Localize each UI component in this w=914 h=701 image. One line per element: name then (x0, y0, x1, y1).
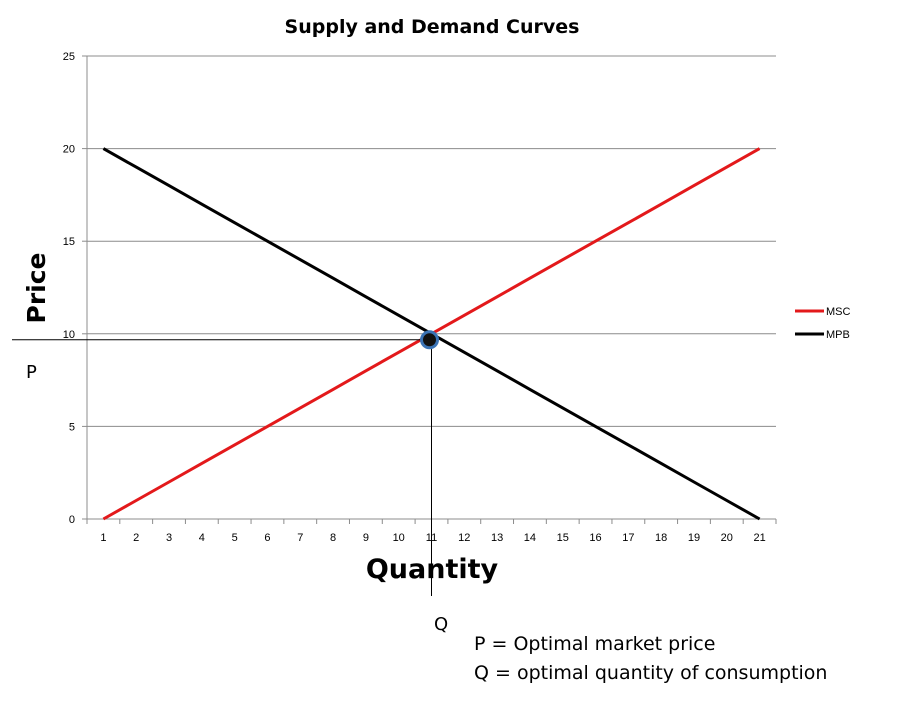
x-tick-label: 4 (199, 532, 205, 544)
chart-title: Supply and Demand Curves (285, 16, 580, 38)
y-tick-label: 20 (63, 144, 75, 156)
x-tick-label: 12 (458, 532, 470, 544)
q-note: Q = optimal quantity of consumption (474, 662, 827, 684)
x-tick-label: 21 (753, 532, 765, 544)
x-axis-label: Quantity (366, 554, 499, 585)
x-tick-label: 3 (166, 532, 172, 544)
x-tick-label: 10 (393, 532, 405, 544)
legend-label-msc: MSC (826, 306, 851, 318)
p-note: P = Optimal market price (474, 633, 715, 655)
x-tick-label: 20 (721, 532, 733, 544)
y-tick-label: 0 (69, 514, 75, 526)
y-tick-label: 25 (63, 51, 75, 63)
grid-lines (87, 55, 776, 427)
legend-label-mpb: MPB (826, 329, 850, 341)
x-tick-labels: 1 2 3 4 5 6 7 8 9 10 11 12 13 14 15 16 17 18 19 20 21 (100, 532, 765, 544)
y-axis-label: Price (22, 253, 51, 324)
q-label: Q (434, 614, 448, 635)
x-tick-label: 15 (557, 532, 569, 544)
axes (82, 55, 777, 524)
y-tick-label: 10 (63, 329, 75, 341)
x-tick-label: 16 (589, 532, 601, 544)
y-tick-labels: 0 5 10 15 20 25 (63, 51, 75, 526)
x-tick-label: 18 (655, 532, 667, 544)
x-tick-label: 2 (133, 532, 139, 544)
y-tick-label: 5 (69, 421, 75, 433)
x-tick-label: 13 (491, 532, 503, 544)
x-tick-label: 14 (524, 532, 536, 544)
x-tick-label: 1 (100, 532, 106, 544)
x-tick-label: 7 (297, 532, 303, 544)
equilibrium-guides (12, 330, 439, 596)
legend: MSC MPB (795, 306, 851, 341)
x-tick-label: 19 (688, 532, 700, 544)
x-tick-label: 5 (232, 532, 238, 544)
y-tick-label: 15 (63, 236, 75, 248)
equilibrium-point (420, 330, 439, 350)
x-tick-label: 17 (622, 532, 634, 544)
p-label: P (26, 362, 37, 383)
x-tick-label: 9 (363, 532, 369, 544)
x-tick-label: 8 (330, 532, 336, 544)
x-tick-label: 6 (264, 532, 270, 544)
